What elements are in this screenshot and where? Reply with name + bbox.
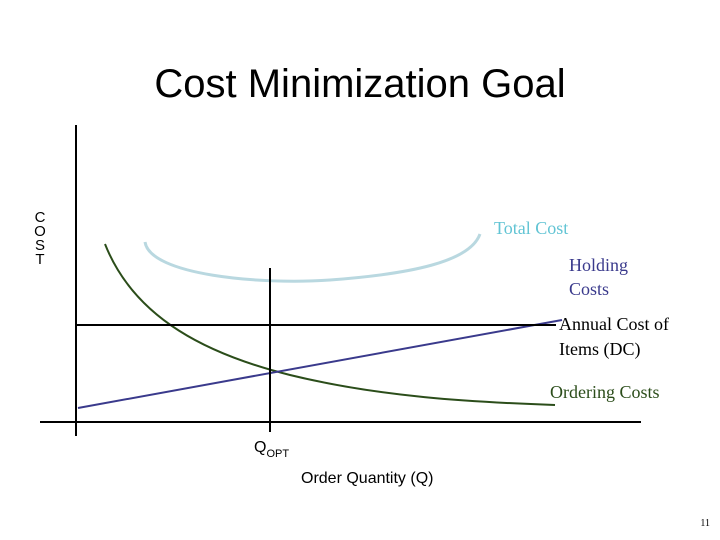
total-cost-label: Total Cost bbox=[494, 218, 568, 238]
holding-costs-label: Costs bbox=[569, 279, 609, 299]
q-opt-main: Q bbox=[254, 439, 266, 456]
ordering-cost-curve bbox=[104, 243, 556, 406]
y-axis-label: COST bbox=[32, 209, 49, 265]
annual-cost-label: Annual Cost of bbox=[559, 314, 669, 334]
annual-cost-label: Items (DC) bbox=[559, 339, 640, 360]
holding-cost-line bbox=[77, 319, 563, 409]
holding-costs-label: Holding bbox=[569, 255, 628, 275]
page-number: 11 bbox=[700, 518, 710, 529]
ordering-costs-label: Ordering Costs bbox=[550, 382, 660, 402]
x-axis-label: Order Quantity (Q) bbox=[301, 470, 433, 487]
q-opt-sub: OPT bbox=[266, 448, 289, 460]
slide-title: Cost Minimization Goal bbox=[154, 62, 565, 106]
q-opt-label: QOPT bbox=[254, 439, 289, 460]
total-cost-curve bbox=[143, 233, 482, 283]
